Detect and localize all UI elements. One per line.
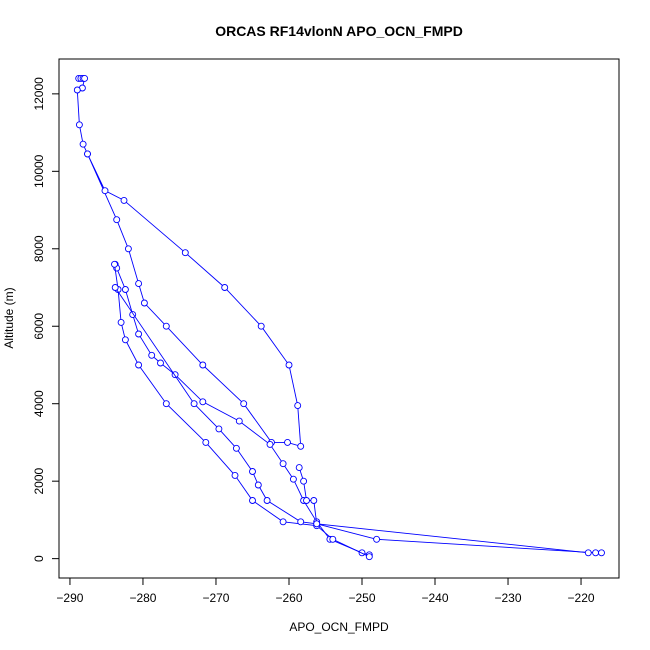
data-point xyxy=(289,475,297,483)
data-point xyxy=(257,322,265,330)
y-axis: 0 2000 4000 6000 8000 10000 12000 xyxy=(32,77,60,562)
data-point xyxy=(313,520,321,528)
data-point xyxy=(135,280,143,288)
data-point xyxy=(111,284,119,291)
data-point xyxy=(140,299,148,307)
x-tick-label: −240 xyxy=(421,591,448,605)
y-tick-label: 0 xyxy=(32,555,46,562)
data-point xyxy=(303,497,310,504)
data-point xyxy=(592,549,600,557)
data-point xyxy=(73,86,81,94)
data-point xyxy=(199,398,207,406)
data-point xyxy=(249,497,256,504)
data-point xyxy=(113,216,121,224)
data-point xyxy=(297,442,305,450)
data-point xyxy=(79,140,87,148)
y-tick-label: 10000 xyxy=(32,154,46,188)
x-tick-label: −280 xyxy=(129,591,156,605)
data-point xyxy=(232,444,240,452)
x-tick-label: −260 xyxy=(275,591,302,605)
data-point xyxy=(84,150,91,158)
x-tick-label: −290 xyxy=(56,591,83,605)
data-point xyxy=(101,187,109,195)
data-point xyxy=(266,440,274,448)
data-point xyxy=(598,549,605,557)
data-point xyxy=(121,336,129,344)
data-point xyxy=(135,361,143,369)
data-point xyxy=(294,402,302,410)
data-point xyxy=(240,400,248,408)
x-tick-label: −220 xyxy=(568,591,595,605)
series-line xyxy=(114,287,602,554)
series-1 xyxy=(73,74,305,450)
data-point xyxy=(235,417,243,425)
x-tick-label: −250 xyxy=(348,591,375,605)
chart-title: ORCAS RF14vlonN APO_OCN_FMPD xyxy=(215,23,463,39)
data-point xyxy=(190,400,198,408)
data-point xyxy=(295,464,303,472)
data-point xyxy=(279,518,287,526)
data-point xyxy=(221,284,229,291)
y-tick-label: 6000 xyxy=(32,313,46,340)
data-point xyxy=(148,351,156,359)
data-point xyxy=(310,497,318,504)
data-point xyxy=(75,121,83,129)
data-point xyxy=(297,518,305,526)
data-point xyxy=(117,318,125,326)
data-point xyxy=(135,330,143,338)
data-point xyxy=(202,438,210,446)
data-point xyxy=(120,196,128,204)
data-point xyxy=(263,497,271,504)
data-point xyxy=(121,286,129,293)
data-point xyxy=(157,359,164,367)
x-tick-label: −230 xyxy=(495,591,522,605)
data-point xyxy=(111,260,118,268)
y-tick-label: 12000 xyxy=(32,77,46,111)
data-point xyxy=(199,361,207,369)
series-5 xyxy=(295,464,592,557)
data-point xyxy=(373,535,381,543)
data-point xyxy=(162,400,170,408)
data-point xyxy=(279,460,287,468)
y-axis-label: Altitude (m) xyxy=(2,287,16,348)
series-layer xyxy=(73,74,605,561)
data-point xyxy=(365,553,373,561)
data-point xyxy=(329,535,337,543)
data-point xyxy=(231,471,239,479)
data-point xyxy=(284,438,291,446)
data-point xyxy=(584,549,592,557)
data-point xyxy=(300,477,308,485)
data-point xyxy=(285,361,293,369)
y-tick-label: 4000 xyxy=(32,390,46,417)
x-tick-label: −270 xyxy=(202,591,229,605)
x-axis-label: APO_OCN_FMPD xyxy=(289,620,389,634)
x-axis: −290 −280 −270 −260 −250 −240 −230 −220 xyxy=(56,577,595,605)
data-point xyxy=(215,425,223,433)
data-point xyxy=(254,481,262,489)
y-tick-label: 2000 xyxy=(32,468,46,495)
data-point xyxy=(181,249,189,257)
data-point xyxy=(249,468,256,475)
y-tick-label: 8000 xyxy=(32,235,46,262)
data-point xyxy=(162,322,170,330)
data-point xyxy=(124,245,132,253)
data-point xyxy=(81,74,89,82)
